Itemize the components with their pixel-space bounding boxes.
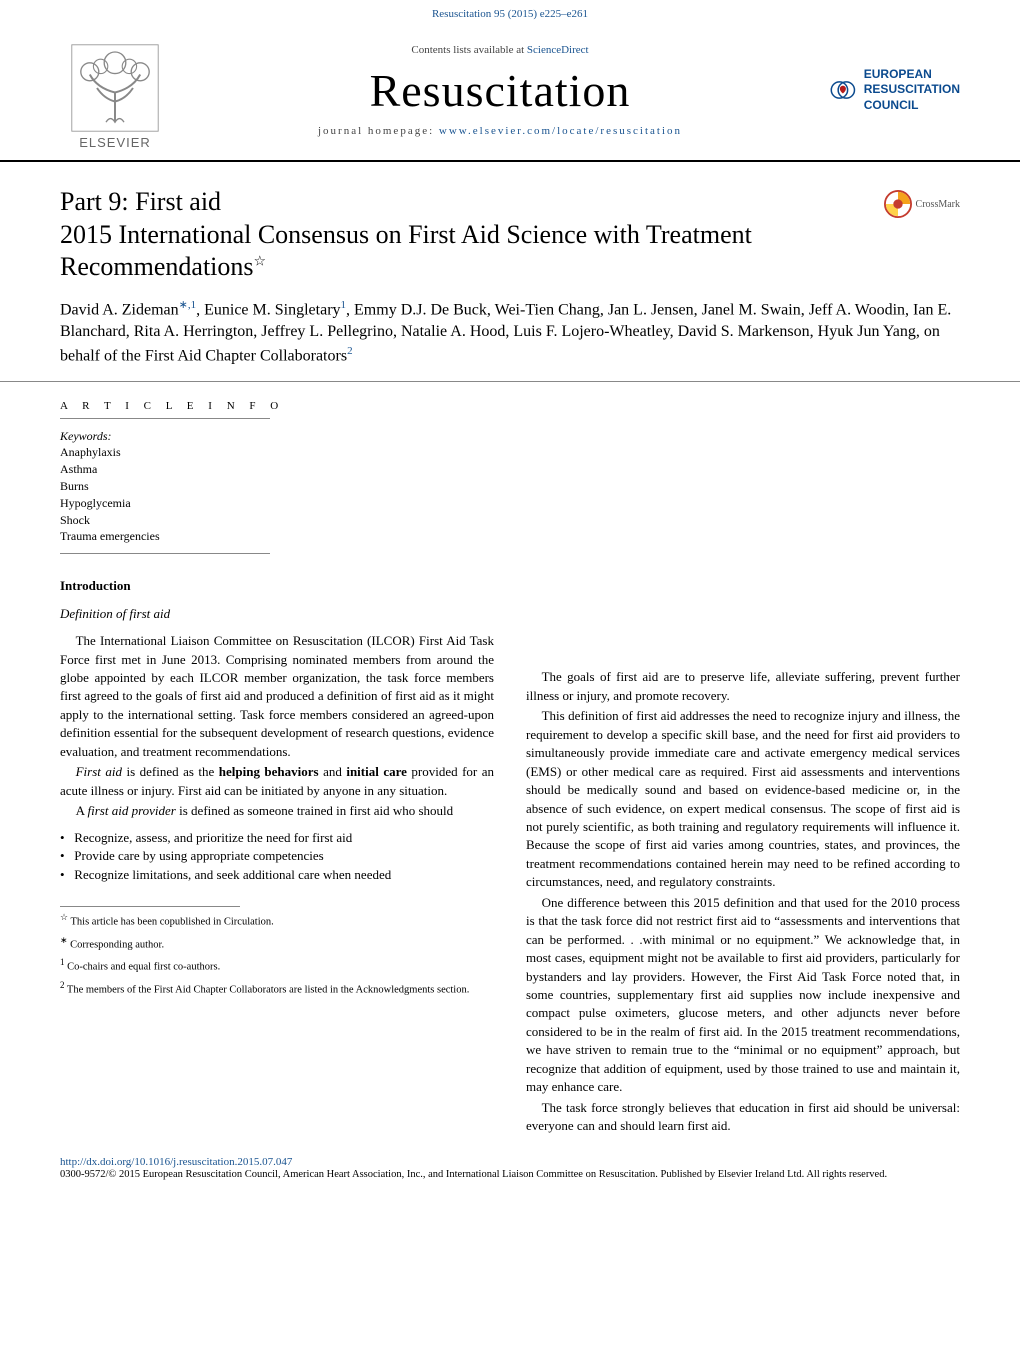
footnotes-rule	[60, 906, 240, 907]
right-column: The goals of first aid are to preserve l…	[526, 400, 960, 1137]
fn-text-4: The members of the First Aid Chapter Col…	[65, 985, 470, 996]
erc-logo: EUROPEAN RESUSCITATION COUNCIL	[830, 45, 960, 135]
ainfo-rule-bottom	[60, 553, 270, 554]
keywords-list: Anaphylaxis Asthma Burns Hypoglycemia Sh…	[60, 444, 494, 545]
title-star: ☆	[254, 254, 267, 269]
doi-link[interactable]: http://dx.doi.org/10.1016/j.resuscitatio…	[60, 1156, 960, 1168]
erc-text: EUROPEAN RESUSCITATION COUNCIL	[864, 67, 960, 114]
right-para-3: One difference between this 2015 definit…	[526, 894, 960, 1097]
intro-para-1: The International Liaison Committee on R…	[60, 632, 494, 761]
keyword-item: Anaphylaxis	[60, 444, 494, 461]
p2-bold1: helping behaviors	[219, 764, 319, 779]
erc-line3: COUNCIL	[864, 98, 960, 114]
p3-italic: first aid provider	[88, 803, 176, 818]
body-columns: A R T I C L E I N F O Keywords: Anaphyla…	[0, 382, 1020, 1145]
author-1-sup: ∗,1	[179, 299, 196, 311]
right-para-1: The goals of first aid are to preserve l…	[526, 668, 960, 705]
article-header: CrossMark Part 9: First aid 2015 Interna…	[0, 162, 1020, 382]
keywords-label: Keywords:	[60, 429, 494, 444]
intro-para-3: A first aid provider is defined as someo…	[60, 802, 494, 820]
definition-subheading: Definition of first aid	[60, 606, 494, 622]
keyword-item: Burns	[60, 478, 494, 495]
masthead-center: Contents lists available at ScienceDirec…	[170, 44, 830, 137]
keyword-item: Hypoglycemia	[60, 495, 494, 512]
intro-heading: Introduction	[60, 578, 494, 594]
header-citation: Resuscitation 95 (2015) e225–e261	[0, 0, 1020, 24]
erc-rings-icon	[830, 62, 856, 118]
p2-bold2: initial care	[346, 764, 407, 779]
bullet-item: Provide care by using appropriate compet…	[60, 847, 494, 865]
crossmark-icon	[884, 190, 912, 218]
author-1: David A. Zideman	[60, 301, 179, 318]
erc-line2: RESUSCITATION	[864, 82, 960, 98]
authors: David A. Zideman∗,1, Eunice M. Singletar…	[60, 298, 960, 368]
footer-block: http://dx.doi.org/10.1016/j.resuscitatio…	[0, 1146, 1020, 1186]
authors-sup-3: 2	[347, 345, 353, 357]
ainfo-rule-top	[60, 418, 270, 419]
sciencedirect-link[interactable]: ScienceDirect	[527, 44, 589, 56]
homepage-line: journal homepage: www.elsevier.com/locat…	[170, 125, 830, 137]
keyword-item: Asthma	[60, 461, 494, 478]
erc-line1: EUROPEAN	[864, 67, 960, 83]
fn-text-2: Corresponding author.	[68, 939, 165, 950]
homepage-prefix: journal homepage:	[318, 125, 439, 137]
p2-mid1: is defined as the	[122, 764, 219, 779]
fn-text-1: This article has been copublished in Cir…	[68, 917, 274, 928]
p2-italic: First aid	[76, 764, 122, 779]
provider-bullets: Recognize, assess, and prioritize the ne…	[60, 829, 494, 884]
right-para-4: The task force strongly believes that ed…	[526, 1099, 960, 1136]
left-column: A R T I C L E I N F O Keywords: Anaphyla…	[60, 400, 494, 1137]
homepage-link[interactable]: www.elsevier.com/locate/resuscitation	[439, 125, 682, 137]
crossmark-label: CrossMark	[916, 199, 960, 210]
masthead: ELSEVIER Contents lists available at Sci…	[0, 24, 1020, 162]
article-title: Part 9: First aid 2015 International Con…	[60, 186, 820, 284]
article-info-header: A R T I C L E I N F O	[60, 400, 494, 418]
contents-line: Contents lists available at ScienceDirec…	[170, 44, 830, 56]
author-2: , Eunice M. Singletary	[196, 301, 340, 318]
p3-post: is defined as someone trained in first a…	[176, 803, 453, 818]
footnote-cochairs: 1 Co-chairs and equal first co-authors.	[60, 956, 494, 975]
crossmark-badge[interactable]: CrossMark	[884, 190, 960, 218]
title-line2: 2015 International Consensus on First Ai…	[60, 220, 752, 282]
intro-para-2: First aid is defined as the helping beha…	[60, 763, 494, 800]
fn-sup-ast: ∗	[60, 935, 68, 945]
footnote-star: ☆ This article has been copublished in C…	[60, 911, 494, 930]
bullet-item: Recognize limitations, and seek addition…	[60, 866, 494, 884]
fn-sup-star: ☆	[60, 912, 68, 922]
elsevier-logo: ELSEVIER	[60, 30, 170, 150]
keyword-item: Shock	[60, 512, 494, 529]
elsevier-label: ELSEVIER	[79, 135, 151, 150]
journal-title: Resuscitation	[170, 64, 830, 117]
title-line1: Part 9: First aid	[60, 187, 221, 216]
fn-text-3: Co-chairs and equal first co-authors.	[65, 962, 221, 973]
keyword-item: Trauma emergencies	[60, 528, 494, 545]
elsevier-tree-icon	[70, 43, 160, 133]
contents-prefix: Contents lists available at	[411, 44, 526, 56]
right-para-2: This definition of first aid addresses t…	[526, 707, 960, 892]
p3-pre: A	[76, 803, 88, 818]
copyright-text: 0300-9572/© 2015 European Resuscitation …	[60, 1168, 960, 1182]
p2-mid2: and	[319, 764, 347, 779]
footnote-collaborators: 2 The members of the First Aid Chapter C…	[60, 979, 494, 998]
bullet-item: Recognize, assess, and prioritize the ne…	[60, 829, 494, 847]
footnote-corresponding: ∗ Corresponding author.	[60, 934, 494, 953]
